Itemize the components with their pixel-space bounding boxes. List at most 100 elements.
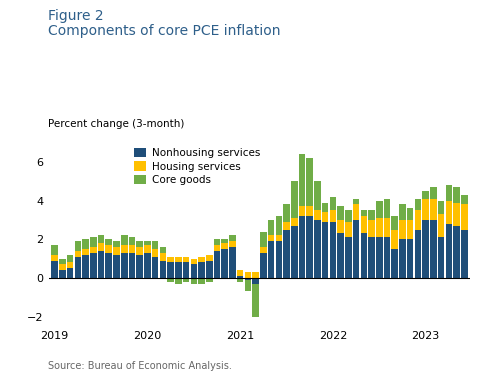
Bar (290, 181, 297, 218)
Bar (128, 237, 135, 245)
Bar (306, 158, 312, 206)
Bar (206, 255, 212, 261)
Bar (244, 278, 251, 280)
Bar (259, 253, 266, 278)
Bar (414, 210, 420, 230)
Bar (90, 247, 96, 253)
Bar (437, 214, 443, 237)
Bar (106, 239, 112, 245)
Bar (252, 278, 258, 284)
Bar (375, 201, 382, 218)
Bar (337, 206, 343, 220)
Bar (375, 218, 382, 237)
Bar (391, 230, 397, 249)
Bar (337, 220, 343, 234)
Bar (437, 201, 443, 214)
Bar (306, 206, 312, 216)
Bar (106, 245, 112, 253)
Bar (175, 278, 181, 284)
Bar (228, 247, 235, 278)
Bar (98, 251, 104, 278)
Bar (429, 199, 436, 220)
Bar (429, 187, 436, 199)
Bar (136, 241, 143, 247)
Bar (221, 249, 227, 278)
Bar (460, 204, 467, 230)
Bar (453, 226, 459, 278)
Bar (360, 216, 366, 234)
Bar (67, 262, 73, 268)
Bar (298, 154, 304, 206)
Bar (190, 264, 197, 278)
Bar (51, 255, 58, 261)
Bar (167, 278, 174, 282)
Bar (298, 206, 304, 216)
Bar (190, 278, 197, 284)
Bar (175, 256, 181, 262)
Bar (259, 231, 266, 247)
Bar (267, 220, 274, 236)
Bar (51, 261, 58, 278)
Bar (113, 241, 120, 247)
Bar (422, 220, 428, 278)
Bar (144, 253, 151, 278)
Bar (398, 204, 405, 220)
Bar (275, 236, 282, 241)
Bar (82, 249, 89, 255)
Bar (236, 276, 243, 278)
Bar (206, 278, 212, 282)
Bar (167, 262, 174, 278)
Bar (275, 216, 282, 236)
Bar (98, 236, 104, 243)
Bar (329, 197, 335, 210)
Bar (453, 202, 459, 226)
Bar (175, 262, 181, 278)
Bar (406, 220, 412, 239)
Bar (429, 220, 436, 278)
Bar (406, 239, 412, 278)
Bar (90, 253, 96, 278)
Bar (113, 255, 120, 278)
Bar (75, 256, 81, 278)
Bar (460, 230, 467, 278)
Bar (206, 261, 212, 278)
Bar (352, 204, 359, 220)
Bar (314, 181, 320, 210)
Bar (221, 243, 227, 249)
Bar (190, 259, 197, 264)
Bar (51, 245, 58, 255)
Bar (290, 226, 297, 278)
Bar (314, 220, 320, 278)
Bar (228, 236, 235, 241)
Bar (391, 216, 397, 229)
Text: Components of core PCE inflation: Components of core PCE inflation (48, 24, 280, 38)
Bar (198, 278, 204, 284)
Bar (159, 253, 166, 261)
Bar (360, 234, 366, 278)
Bar (252, 284, 258, 316)
Bar (121, 245, 127, 253)
Bar (367, 220, 374, 237)
Bar (128, 253, 135, 278)
Bar (144, 245, 151, 253)
Bar (383, 199, 390, 218)
Bar (329, 210, 335, 222)
Bar (283, 222, 289, 230)
Bar (182, 278, 189, 282)
Bar (106, 253, 112, 278)
Bar (367, 237, 374, 278)
Bar (422, 199, 428, 220)
Bar (144, 241, 151, 245)
Bar (352, 220, 359, 278)
Bar (213, 239, 220, 245)
Bar (159, 247, 166, 253)
Bar (306, 216, 312, 278)
Bar (360, 210, 366, 216)
Bar (352, 199, 359, 204)
Bar (59, 259, 65, 264)
Bar (121, 236, 127, 245)
Bar (113, 247, 120, 255)
Bar (136, 247, 143, 255)
Bar (82, 255, 89, 278)
Bar (383, 218, 390, 237)
